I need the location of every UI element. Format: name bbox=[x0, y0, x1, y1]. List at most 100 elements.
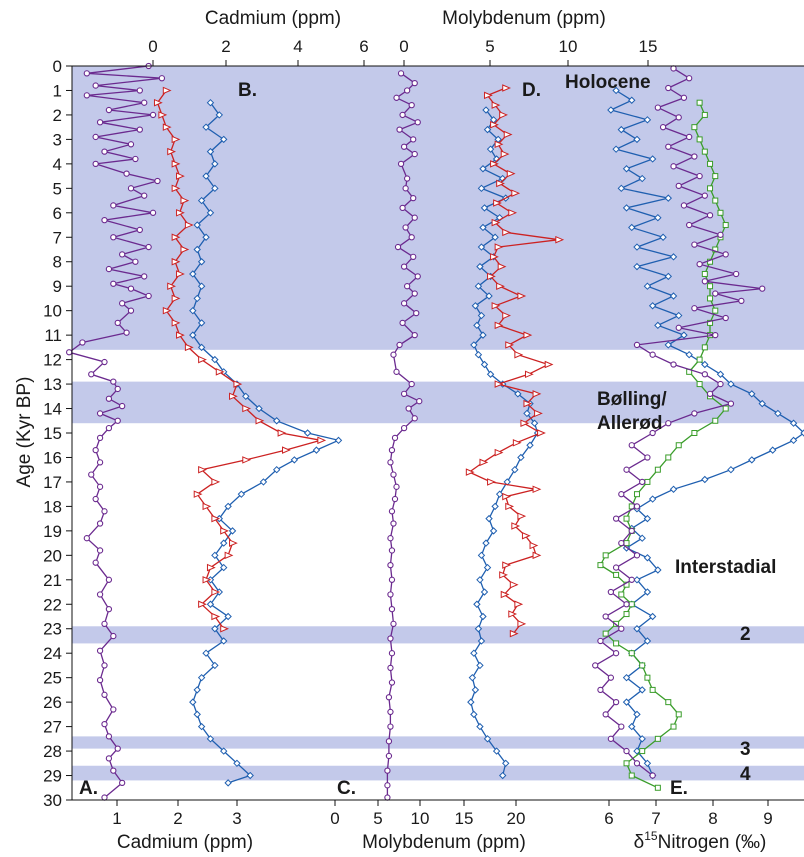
interstadial-3-label: 3 bbox=[740, 739, 751, 760]
data-point bbox=[477, 243, 486, 251]
data-point bbox=[391, 495, 399, 503]
data-point bbox=[396, 341, 403, 349]
data-point bbox=[491, 302, 501, 310]
data-point bbox=[211, 160, 219, 168]
y-tick-label: 27 bbox=[43, 718, 62, 737]
data-point bbox=[532, 551, 542, 560]
data-point bbox=[496, 282, 505, 290]
data-point bbox=[312, 446, 321, 454]
data-point bbox=[193, 245, 201, 254]
data-point bbox=[83, 70, 90, 77]
data-point bbox=[607, 674, 615, 681]
y-tick-label: 9 bbox=[53, 277, 62, 296]
data-point bbox=[707, 160, 714, 167]
data-point bbox=[385, 738, 393, 745]
data-point bbox=[399, 319, 406, 327]
data-point bbox=[388, 606, 396, 613]
top-molybdenum-tick-label: 0 bbox=[399, 37, 408, 56]
data-point bbox=[171, 184, 181, 193]
data-point bbox=[393, 483, 400, 490]
data-point bbox=[206, 600, 215, 608]
data-point bbox=[537, 429, 546, 437]
y-tick-label: 15 bbox=[43, 424, 62, 443]
data-point bbox=[211, 661, 219, 670]
data-point bbox=[505, 341, 515, 349]
y-tick-label: 18 bbox=[43, 497, 62, 516]
data-point bbox=[388, 650, 396, 657]
data-point bbox=[180, 245, 190, 254]
data-point bbox=[477, 184, 486, 193]
data-point bbox=[167, 282, 176, 290]
data-point bbox=[136, 87, 143, 94]
data-point bbox=[390, 351, 397, 358]
data-point bbox=[707, 319, 714, 326]
data-point bbox=[198, 465, 207, 474]
data-point bbox=[110, 202, 117, 209]
y-tick-label: 2 bbox=[53, 106, 62, 125]
data-point bbox=[675, 182, 682, 190]
shaded-interval-2 bbox=[72, 381, 804, 424]
data-point bbox=[110, 706, 117, 713]
data-point bbox=[665, 420, 672, 427]
data-point bbox=[675, 324, 682, 331]
data-point bbox=[649, 429, 656, 437]
data-point bbox=[485, 292, 493, 300]
data-point bbox=[476, 576, 484, 584]
y-tick-label: 23 bbox=[43, 620, 62, 639]
data-point bbox=[176, 172, 185, 180]
data-point bbox=[622, 698, 631, 706]
y-tick-label: 13 bbox=[43, 375, 62, 394]
data-point bbox=[622, 165, 631, 173]
data-point bbox=[618, 723, 625, 730]
data-point bbox=[385, 694, 393, 701]
data-point bbox=[502, 228, 511, 237]
data-point bbox=[717, 231, 724, 238]
data-point bbox=[119, 779, 126, 787]
data-point bbox=[628, 772, 635, 779]
data-point bbox=[416, 398, 423, 405]
data-point bbox=[390, 471, 397, 478]
y-tick-label: 19 bbox=[43, 522, 62, 541]
data-point bbox=[529, 541, 539, 550]
data-point bbox=[669, 485, 678, 493]
data-point bbox=[612, 650, 620, 657]
data-point bbox=[592, 662, 599, 669]
y-tick-label: 7 bbox=[53, 228, 62, 247]
panel-label-d: D. bbox=[522, 80, 541, 101]
data-point bbox=[483, 125, 492, 134]
data-point bbox=[526, 441, 534, 449]
data-point bbox=[612, 145, 620, 153]
data-point bbox=[659, 124, 667, 131]
y-tick-label: 21 bbox=[43, 571, 62, 590]
data-point bbox=[648, 302, 657, 310]
data-point bbox=[473, 321, 481, 330]
data-point bbox=[490, 253, 499, 261]
data-point bbox=[509, 580, 519, 589]
data-point bbox=[654, 466, 661, 473]
bottom-molybdenum-tick-label: 5 bbox=[373, 809, 382, 828]
data-point bbox=[127, 307, 135, 314]
data-point bbox=[613, 640, 620, 647]
data-point bbox=[470, 649, 478, 657]
data-point bbox=[648, 612, 657, 621]
data-point bbox=[738, 297, 745, 305]
top-cadmium-tick-label: 6 bbox=[359, 37, 368, 56]
y-tick-label: 10 bbox=[43, 302, 62, 321]
data-point bbox=[800, 429, 804, 437]
data-point bbox=[597, 562, 604, 569]
data-point bbox=[105, 265, 113, 273]
data-point bbox=[114, 385, 121, 393]
data-point bbox=[411, 290, 418, 297]
data-point bbox=[394, 243, 402, 251]
data-point bbox=[686, 75, 693, 82]
data-point bbox=[701, 360, 709, 369]
data-point bbox=[127, 141, 135, 148]
data-point bbox=[211, 514, 221, 523]
data-point bbox=[618, 625, 625, 632]
data-point bbox=[211, 478, 221, 486]
data-point bbox=[211, 625, 219, 633]
data-point bbox=[141, 192, 148, 199]
data-point bbox=[696, 261, 703, 268]
data-point bbox=[202, 172, 210, 180]
data-point bbox=[633, 552, 641, 559]
